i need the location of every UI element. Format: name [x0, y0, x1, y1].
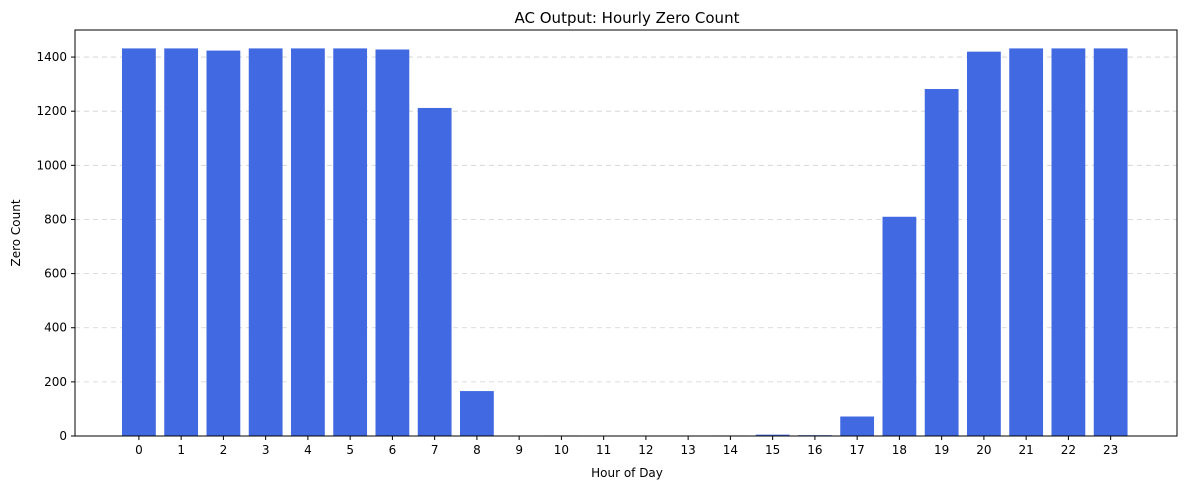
x-tick-label: 6 [389, 443, 397, 457]
x-tick-label: 14 [723, 443, 738, 457]
x-tick-label: 12 [638, 443, 653, 457]
y-tick-label: 0 [59, 429, 67, 443]
x-tick-label: 20 [976, 443, 991, 457]
y-tick-label: 1000 [36, 158, 67, 172]
bar-hour-20 [967, 51, 1001, 437]
bar-hour-19 [924, 89, 959, 436]
x-axis-ticks: 0 1 2 3 4 5 6 7 8 9 10 11 12 13 14 15 16 17 18 19 20 21 22 23 [135, 436, 1118, 457]
y-tick-label: 400 [44, 321, 67, 335]
y-tick-label: 200 [44, 375, 67, 389]
y-tick-label: 600 [44, 267, 67, 281]
bar-hour-7 [417, 107, 452, 437]
x-tick-label: 5 [346, 443, 354, 457]
bar-hour-18 [882, 216, 917, 436]
x-tick-label: 15 [765, 443, 780, 457]
x-tick-label: 19 [934, 443, 949, 457]
x-axis-label: Hour of Day [591, 466, 663, 480]
x-tick-label: 21 [1019, 443, 1034, 457]
bar-hour-5 [333, 48, 368, 436]
y-tick-label: 1400 [36, 50, 67, 64]
y-tick-label: 800 [44, 212, 67, 226]
x-tick-label: 23 [1103, 443, 1118, 457]
bar-hour-1 [164, 48, 199, 436]
x-tick-label: 18 [892, 443, 907, 457]
chart-title: AC Output: Hourly Zero Count [515, 9, 740, 27]
x-tick-label: 17 [850, 443, 865, 457]
x-tick-label: 13 [681, 443, 696, 457]
x-tick-label: 11 [596, 443, 611, 457]
bar-hour-4 [291, 48, 325, 436]
y-axis-ticks: 0 200 400 600 800 1000 1200 1400 [36, 50, 75, 443]
x-tick-label: 0 [135, 443, 143, 457]
bar-hour-3 [248, 48, 283, 436]
plot-frame [74, 29, 1178, 437]
bar-hour-8 [460, 391, 494, 436]
x-tick-label: 3 [262, 443, 270, 457]
bars [122, 48, 1128, 437]
x-tick-label: 7 [431, 443, 439, 457]
bar-hour-17 [840, 416, 875, 436]
x-tick-label: 2 [220, 443, 228, 457]
y-axis-label: Zero Count [9, 199, 23, 266]
y-tick-label: 1200 [36, 104, 67, 118]
bar-hour-22 [1051, 48, 1086, 436]
bar-hour-21 [1009, 48, 1044, 436]
bar-hour-15 [755, 434, 790, 436]
bar-hour-6 [375, 49, 410, 436]
x-tick-label: 10 [554, 443, 569, 457]
x-tick-label: 1 [177, 443, 185, 457]
x-tick-label: 16 [807, 443, 822, 457]
x-tick-label: 22 [1061, 443, 1076, 457]
x-tick-label: 4 [304, 443, 312, 457]
bar-hour-0 [122, 48, 156, 436]
x-tick-label: 9 [515, 443, 523, 457]
x-tick-label: 8 [473, 443, 481, 457]
bar-hour-2 [206, 50, 241, 436]
bar-hour-23 [1093, 48, 1128, 436]
